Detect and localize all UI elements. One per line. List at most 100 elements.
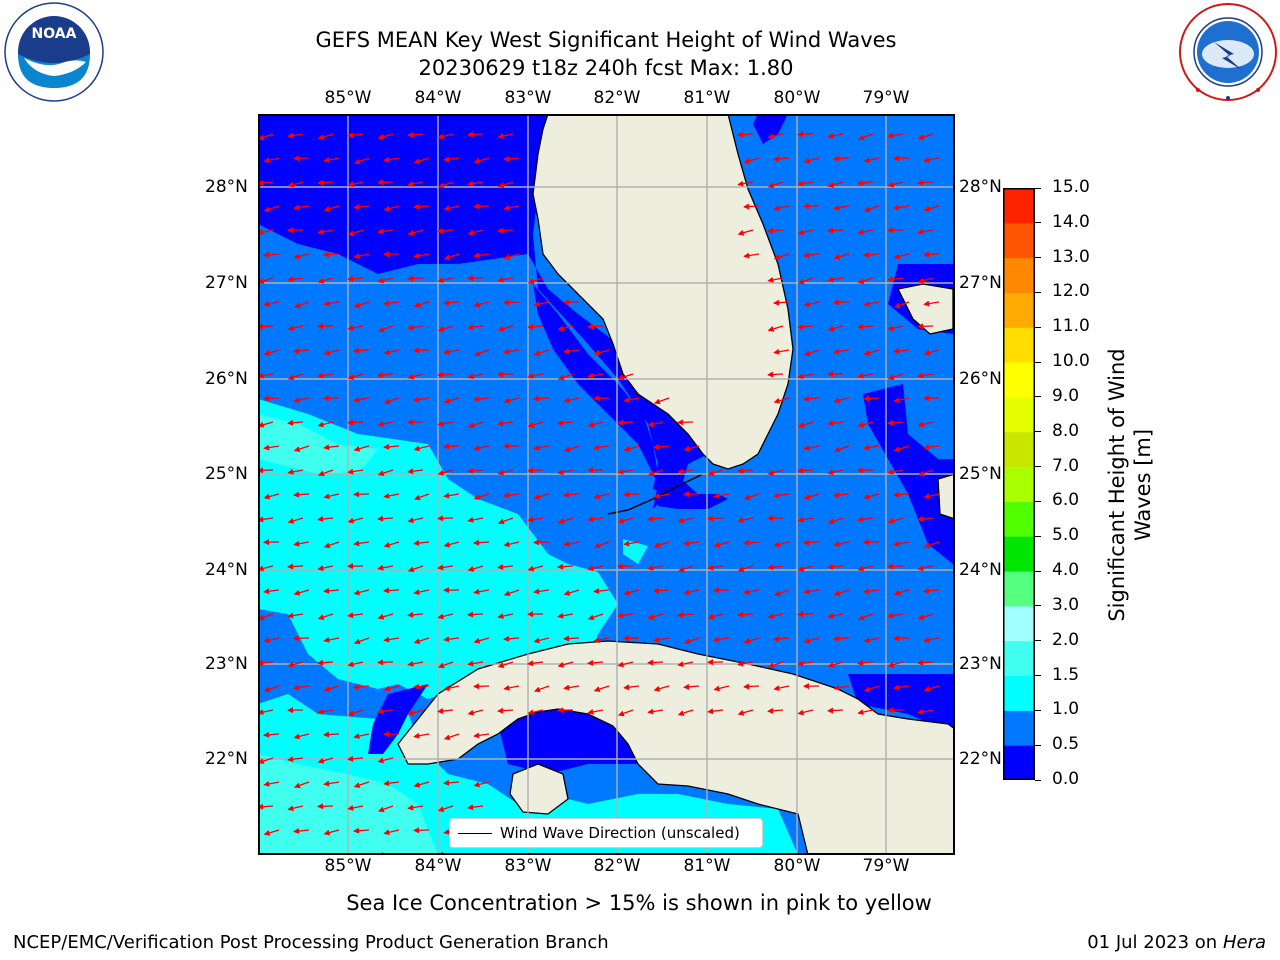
wave-direction-arrow xyxy=(587,372,604,379)
wave-direction-arrow xyxy=(797,421,814,428)
wave-direction-arrow xyxy=(857,467,874,474)
colorbar-band xyxy=(1003,605,1035,642)
wave-direction-arrow xyxy=(857,421,874,428)
wave-direction-arrow xyxy=(863,588,880,595)
wave-direction-arrow xyxy=(323,493,340,500)
colorbar-tick-label: 10.0 xyxy=(1052,351,1090,372)
wave-direction-arrow xyxy=(827,661,844,668)
wave-direction-arrow xyxy=(647,613,664,620)
wave-direction-arrow xyxy=(827,181,844,188)
wave-direction-arrow xyxy=(767,371,784,378)
wave-direction-arrow xyxy=(317,708,334,715)
wave-direction-arrow xyxy=(353,347,370,354)
colorbar-tick-label: 9.0 xyxy=(1052,385,1080,406)
wave-direction-arrow xyxy=(773,492,790,499)
wave-direction-arrow xyxy=(797,229,814,236)
wave-direction-arrow xyxy=(893,684,910,691)
wave-direction-arrow xyxy=(503,684,520,691)
wave-direction-arrow xyxy=(557,420,574,427)
wave-direction-arrow xyxy=(707,613,724,620)
wave-direction-arrow xyxy=(503,204,520,211)
wave-direction-arrow xyxy=(293,781,310,789)
wave-direction-arrow xyxy=(317,803,334,810)
wave-direction-arrow xyxy=(413,540,430,547)
wave-direction-arrow xyxy=(827,132,844,139)
wave-direction-arrow xyxy=(407,565,424,573)
wave-height-map xyxy=(258,114,955,855)
colorbar-band xyxy=(1003,675,1035,711)
wave-direction-arrow xyxy=(353,733,370,740)
wave-direction-arrow xyxy=(347,181,364,188)
lat-label-right: 25°N xyxy=(959,464,1002,484)
wave-direction-arrow xyxy=(437,564,454,571)
wave-direction-arrow xyxy=(827,517,844,525)
colorbar-tick-label: 6.0 xyxy=(1052,490,1080,511)
wind-wave-arrows xyxy=(259,131,940,854)
wave-direction-arrow xyxy=(863,205,880,213)
wave-direction-arrow xyxy=(473,539,490,546)
wave-direction-arrow xyxy=(893,635,910,642)
wave-direction-arrow xyxy=(917,277,934,284)
wave-direction-arrow xyxy=(557,373,574,381)
colorbar-band xyxy=(1003,536,1035,572)
wave-direction-arrow xyxy=(773,685,790,692)
wave-direction-arrow xyxy=(317,516,334,523)
wave-direction-arrow xyxy=(383,685,400,692)
wave-direction-arrow xyxy=(377,372,394,379)
wave-direction-arrow xyxy=(683,637,700,645)
wave-direction-arrow xyxy=(383,205,400,212)
wave-direction-arrow xyxy=(833,684,850,691)
wave-direction-arrow xyxy=(353,637,370,645)
wave-direction-arrow xyxy=(833,492,850,499)
wave-direction-arrow xyxy=(467,131,484,138)
wave-direction-arrow xyxy=(773,205,790,212)
wave-direction-arrow xyxy=(683,589,700,596)
legend-line-icon xyxy=(458,832,492,834)
wave-direction-arrow xyxy=(917,372,934,379)
lon-label-top: 85°W xyxy=(324,88,372,108)
wave-direction-arrow xyxy=(587,613,604,621)
colorbar-tick-label: 13.0 xyxy=(1052,246,1090,267)
wave-direction-arrow xyxy=(287,132,304,139)
wave-direction-arrow xyxy=(443,779,460,786)
wave-direction-arrow xyxy=(293,253,310,260)
wave-direction-arrow xyxy=(857,372,874,379)
wave-direction-arrow xyxy=(347,468,364,475)
wave-direction-arrow xyxy=(353,445,370,452)
wave-direction-arrow xyxy=(383,587,400,594)
wave-direction-arrow xyxy=(863,395,880,402)
wave-direction-arrow xyxy=(383,541,400,548)
wave-direction-arrow xyxy=(437,805,454,812)
wave-direction-arrow xyxy=(263,349,280,356)
wave-direction-arrow xyxy=(323,829,340,836)
wave-direction-arrow xyxy=(563,589,580,596)
map-grid xyxy=(259,115,954,854)
wave-direction-arrow xyxy=(833,299,850,306)
wave-direction-arrow xyxy=(533,395,550,402)
wave-direction-arrow xyxy=(377,179,394,186)
wave-direction-arrow xyxy=(353,589,370,596)
wave-direction-arrow xyxy=(293,397,310,404)
wave-direction-arrow xyxy=(767,613,784,620)
wave-direction-arrow xyxy=(323,205,340,212)
wave-direction-arrow xyxy=(797,277,814,285)
wave-direction-arrow xyxy=(323,251,340,258)
wave-direction-arrow xyxy=(259,709,274,716)
wave-direction-arrow xyxy=(557,469,574,476)
wave-direction-arrow xyxy=(797,565,814,572)
wave-direction-arrow xyxy=(377,325,394,333)
wave-direction-arrow xyxy=(293,684,310,691)
wave-direction-arrow xyxy=(443,733,460,741)
chart-subtitle: 20230629 t18z 240h fcst Max: 1.80 xyxy=(418,56,794,80)
wave-direction-arrow xyxy=(317,757,334,764)
wave-direction-arrow xyxy=(857,277,874,284)
wave-direction-arrow xyxy=(407,131,424,138)
wave-direction-arrow xyxy=(263,493,280,500)
wave-direction-arrow xyxy=(437,228,454,235)
wave-direction-arrow xyxy=(593,444,610,451)
wave-direction-arrow xyxy=(443,492,460,499)
wave-direction-arrow xyxy=(893,491,910,498)
lon-label-bottom: 84°W xyxy=(414,856,462,876)
wave-direction-arrow xyxy=(563,540,580,547)
colorbar-tick-label: 8.0 xyxy=(1052,420,1080,441)
